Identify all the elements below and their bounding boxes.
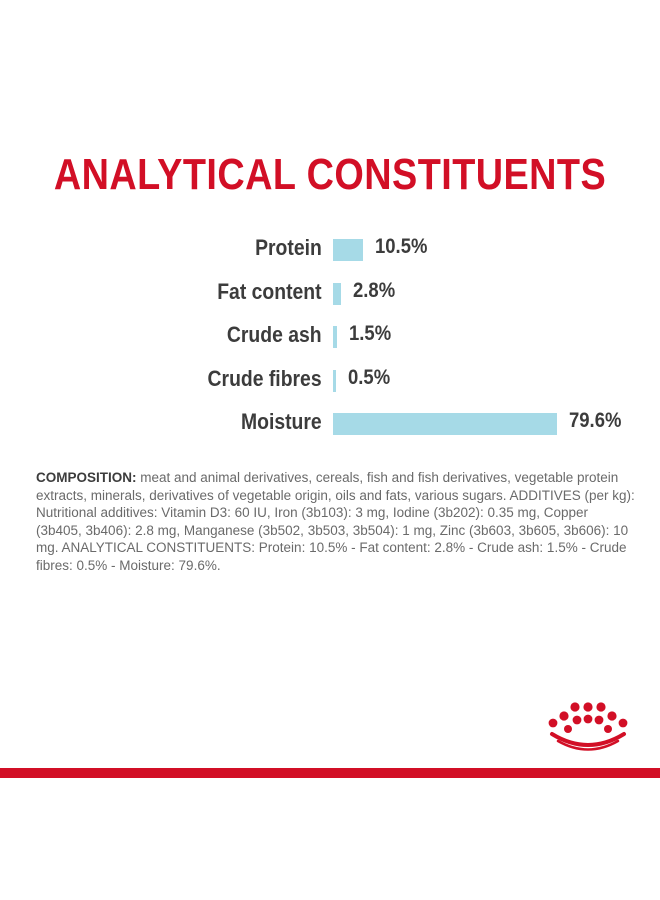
composition-lead: COMPOSITION: bbox=[36, 470, 137, 485]
value-bar bbox=[333, 326, 338, 348]
royal-canin-crown-icon bbox=[540, 700, 630, 754]
value-label: 79.6% bbox=[569, 409, 622, 432]
category-label: Crude ash bbox=[227, 322, 322, 347]
value-bar bbox=[333, 282, 341, 305]
chart-row: Crude ash 1.5% bbox=[0, 315, 660, 355]
value-bar bbox=[333, 239, 363, 261]
category-label: Protein bbox=[255, 235, 322, 260]
footer-red-rule bbox=[0, 768, 660, 778]
value-label: 1.5% bbox=[349, 322, 392, 345]
value-label: 0.5% bbox=[348, 365, 391, 389]
category-label: Crude fibres bbox=[207, 365, 322, 391]
page-title: ANALYTICAL CONSTITUENTS bbox=[53, 150, 607, 199]
chart-row: Moisture 79.6% bbox=[0, 402, 660, 442]
value-bar bbox=[333, 413, 557, 435]
composition-text: COMPOSITION: meat and animal derivatives… bbox=[36, 469, 636, 574]
chart-row: Fat content 2.8% bbox=[0, 272, 660, 312]
chart-row: Protein 10.5% bbox=[0, 228, 660, 268]
value-bar bbox=[333, 369, 336, 392]
value-label: 10.5% bbox=[374, 235, 427, 258]
value-label: 2.8% bbox=[352, 278, 396, 302]
chart-row: Crude fibres 0.5% bbox=[0, 359, 660, 399]
category-label: Fat content bbox=[217, 278, 322, 304]
composition-body: meat and animal derivatives, cereals, fi… bbox=[36, 470, 635, 573]
category-label: Moisture bbox=[241, 409, 322, 434]
constituents-bar-chart: Protein 10.5% Fat content 2.8% Crude ash 1.5%… bbox=[0, 228, 660, 448]
